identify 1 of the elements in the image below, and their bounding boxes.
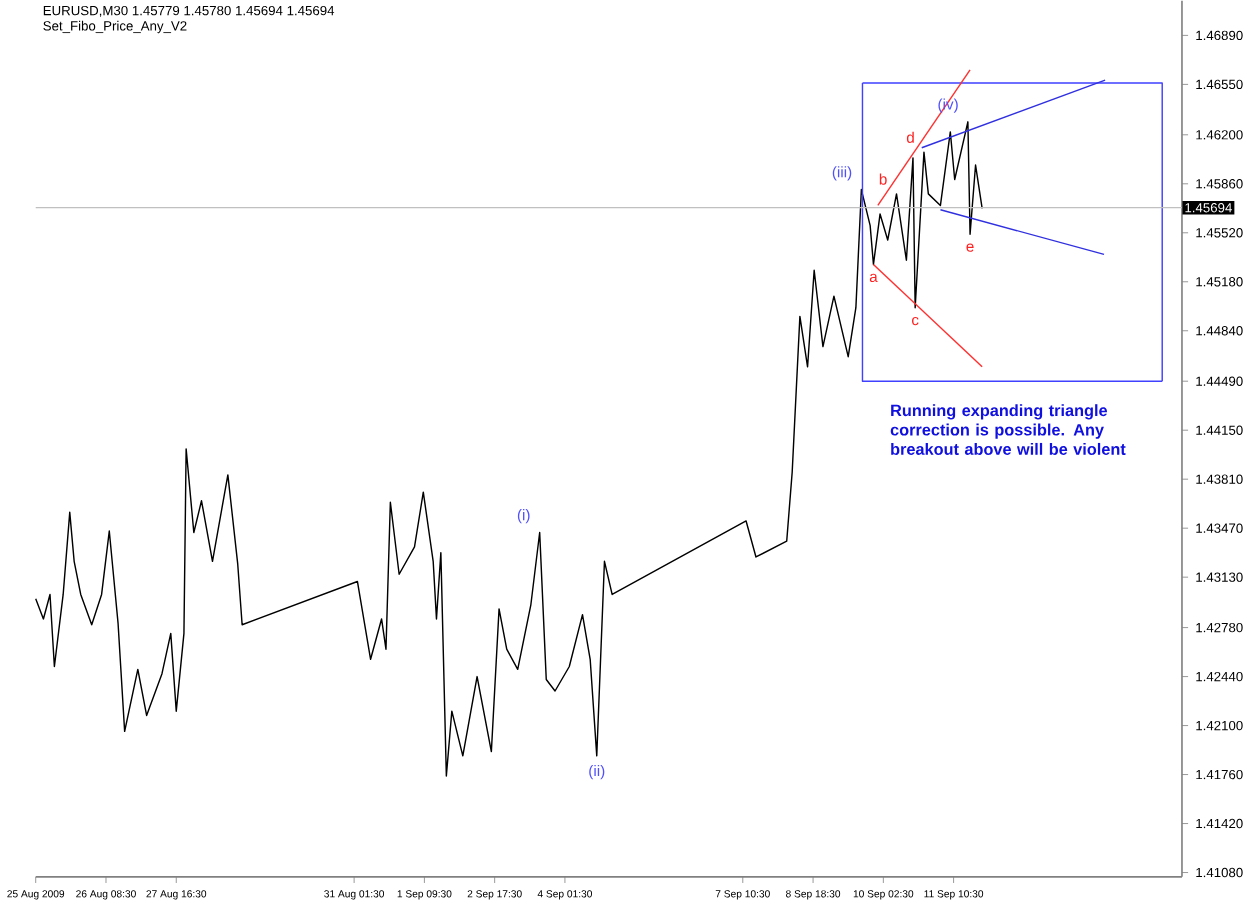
annotation: Running expanding triangle correction is possible. Any breakout above will be violent — [890, 404, 1126, 455]
